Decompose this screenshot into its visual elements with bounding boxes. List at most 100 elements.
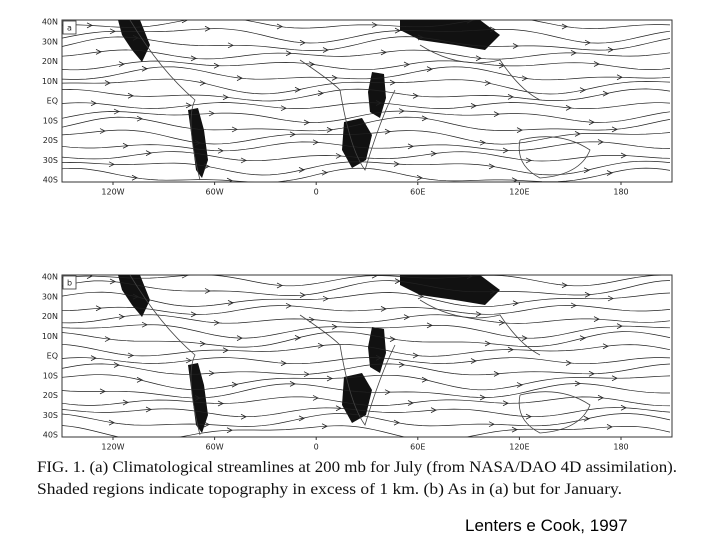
streamline-arrow — [335, 153, 342, 159]
lat-label: 20S — [43, 391, 58, 400]
streamline-arrow — [417, 34, 424, 41]
lat-label: EQ — [47, 352, 58, 361]
streamline-arrow — [579, 335, 586, 341]
streamline-arrow — [475, 55, 482, 62]
streamline-arrow — [190, 55, 197, 62]
streamline-arrow — [208, 370, 215, 377]
streamline-arrow — [602, 90, 609, 97]
streamline — [62, 141, 671, 152]
map-panel: b 40N 30N 20N 10N EQ 10S 20S 30S 40S 120W 60W 0 60E 12… — [42, 273, 673, 452]
streamline-arrow — [502, 400, 509, 407]
streamline-arrow — [227, 42, 234, 49]
streamline — [62, 363, 671, 376]
streamline-arrow — [407, 400, 414, 406]
streamline-arrow — [588, 370, 595, 377]
lat-label: 30N — [42, 37, 58, 46]
lat-label: 10N — [42, 332, 58, 341]
streamline-arrow — [479, 394, 486, 401]
streamline-arrow — [326, 375, 333, 382]
streamline-arrow — [127, 352, 134, 359]
streamline-arrow — [421, 376, 428, 383]
streamline-arrow — [498, 319, 505, 326]
streamline-arrow — [90, 100, 97, 107]
streamline-arrow — [136, 377, 143, 383]
map-content — [62, 20, 671, 182]
streamline-arrow — [276, 282, 283, 289]
streamline-arrow — [213, 319, 220, 326]
streamline — [62, 116, 671, 132]
streamline-arrow — [502, 147, 509, 154]
streamline-arrow — [488, 421, 495, 428]
streamline-arrow — [470, 358, 477, 364]
lon-label: 120W — [101, 188, 124, 197]
streamline — [62, 275, 670, 287]
streamline-arrow — [570, 302, 577, 309]
streamline-arrow — [194, 395, 201, 401]
streamline-arrow — [226, 177, 233, 182]
streamline — [62, 20, 671, 29]
streamline-arrow — [145, 406, 152, 413]
lon-label: 60E — [410, 443, 425, 452]
streamline-arrow — [108, 419, 115, 426]
streamline — [62, 280, 671, 296]
streamline-arrow — [131, 174, 138, 181]
streamline-arrow — [521, 75, 528, 82]
streamline-arrow — [289, 131, 296, 138]
streamline-arrow — [611, 375, 618, 382]
streamline — [62, 407, 671, 418]
lon-label: 120W — [101, 443, 124, 452]
streamline-arrow — [204, 288, 211, 294]
lon-label: 120E — [509, 443, 529, 452]
lat-label: EQ — [47, 97, 58, 106]
streamline — [62, 305, 671, 315]
streamline-arrow — [597, 139, 604, 145]
streamline-arrow — [570, 50, 577, 56]
topography-shade — [368, 72, 386, 118]
streamline-arrow — [512, 43, 519, 49]
streamline-arrow — [236, 75, 243, 81]
lat-label: 20N — [42, 312, 58, 321]
streamline-arrow — [217, 147, 224, 154]
topography-shade — [400, 20, 500, 50]
streamline-arrow — [136, 115, 143, 122]
streamline-arrow — [280, 105, 287, 112]
streamline-arrow — [303, 119, 310, 126]
lat-label: 40N — [42, 273, 58, 282]
streamline-arrow — [289, 380, 296, 387]
streamline-arrow — [226, 427, 233, 434]
streamline — [62, 396, 671, 407]
streamline-arrow — [403, 61, 410, 68]
streamline-arrow — [384, 389, 391, 396]
streamline-arrow — [393, 161, 400, 167]
topography-shade — [368, 327, 386, 373]
streamline-arrow — [583, 415, 590, 422]
streamline-arrow — [620, 404, 627, 411]
streamline-arrow — [331, 74, 338, 81]
streamline-arrow — [512, 300, 519, 307]
streamline-arrow — [298, 415, 305, 422]
streamline-arrow — [493, 111, 500, 117]
lat-label: 30S — [43, 411, 58, 420]
streamline-arrow — [86, 22, 93, 29]
streamline-arrow — [616, 323, 623, 329]
streamline — [62, 160, 671, 176]
streamline-arrow — [122, 142, 129, 149]
streamline-arrow — [389, 336, 396, 342]
streamline-arrow — [407, 143, 414, 150]
streamline-arrow — [574, 131, 581, 137]
streamline — [62, 129, 671, 145]
lon-label: 120E — [509, 188, 529, 197]
streamline-arrow — [426, 66, 433, 72]
streamline-arrow — [331, 323, 338, 330]
streamline-arrow — [417, 293, 424, 300]
streamline-arrow — [308, 316, 315, 323]
streamline-arrow — [525, 157, 532, 164]
streamline-arrow — [322, 47, 329, 53]
streamline-arrow — [430, 150, 437, 157]
streamline-arrow — [322, 295, 329, 302]
streamline-arrow — [213, 62, 220, 69]
streamline-arrow — [231, 381, 238, 388]
streamline-arrow — [321, 423, 328, 430]
streamline-arrow — [593, 316, 600, 323]
map-frame — [61, 274, 673, 438]
